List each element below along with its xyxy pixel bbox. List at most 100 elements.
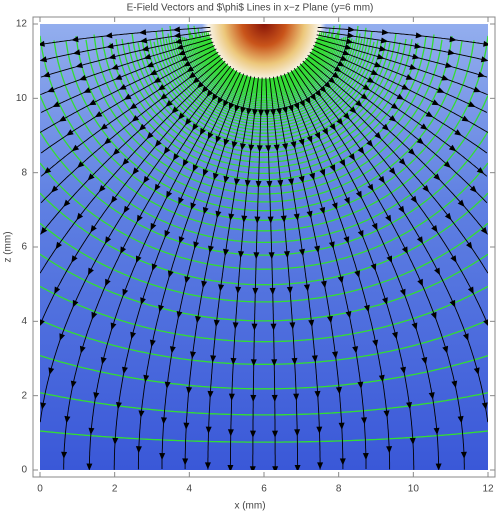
- arrowhead: [246, 107, 252, 116]
- arrowhead: [421, 357, 428, 365]
- arrowhead: [178, 112, 185, 120]
- equipotential-line: [40, 222, 488, 303]
- arrowhead: [223, 138, 230, 147]
- arrowhead: [272, 466, 279, 470]
- arrowhead: [434, 267, 440, 276]
- arrowhead: [314, 390, 321, 399]
- equipotential-line: [141, 39, 387, 145]
- equipotential-line: [197, 37, 331, 92]
- arrowhead: [253, 252, 260, 260]
- equipotential-line: [201, 32, 327, 87]
- arrowhead: [79, 74, 87, 81]
- y-tick-label: 2: [21, 390, 27, 401]
- arrowhead: [132, 167, 140, 175]
- arrowhead: [71, 144, 80, 152]
- arrowhead: [271, 394, 278, 402]
- arrowhead: [230, 357, 237, 365]
- arrowhead: [366, 139, 374, 147]
- arrowhead: [182, 458, 189, 466]
- arrowhead: [173, 32, 181, 39]
- arrowhead: [319, 85, 327, 93]
- equipotential-line: [93, 34, 435, 188]
- streamline: [272, 76, 321, 470]
- arrowhead: [398, 158, 406, 166]
- equipotential-line: [153, 41, 375, 134]
- arrowhead: [234, 178, 240, 186]
- arrowhead: [298, 138, 305, 147]
- arrowhead: [124, 93, 132, 100]
- arrowhead: [449, 299, 456, 308]
- arrowhead: [378, 374, 385, 383]
- arrowhead: [100, 123, 108, 130]
- arrowhead: [104, 137, 112, 145]
- arrowhead: [183, 60, 191, 67]
- arrowhead: [441, 74, 449, 81]
- arrowhead: [228, 393, 235, 401]
- arrowhead: [352, 346, 359, 354]
- arrowhead: [223, 99, 229, 108]
- arrowhead: [238, 251, 245, 259]
- arrowhead: [88, 427, 95, 435]
- arrowhead: [380, 37, 389, 44]
- arrowhead: [401, 84, 409, 90]
- x-tick-label: 6: [261, 484, 267, 495]
- arrowhead: [240, 143, 246, 151]
- arrowhead: [250, 359, 257, 367]
- x-tick-label: 2: [112, 484, 118, 495]
- arrowhead: [105, 236, 112, 244]
- streamline: [207, 76, 256, 470]
- arrowhead: [227, 465, 234, 470]
- arrowhead: [374, 132, 382, 140]
- arrowhead: [320, 280, 327, 289]
- arrowhead: [416, 236, 423, 244]
- equipotential-line: [127, 41, 401, 158]
- arrowhead: [319, 168, 326, 177]
- arrowhead: [408, 148, 416, 156]
- arrowhead: [445, 62, 453, 68]
- arrowhead: [201, 280, 208, 289]
- arrowhead: [378, 175, 385, 184]
- arrowhead: [165, 100, 173, 107]
- arrowhead: [386, 255, 392, 264]
- arrowhead: [205, 426, 212, 434]
- arrowhead: [385, 214, 392, 223]
- arrowhead: [195, 315, 201, 324]
- arrowhead: [277, 179, 284, 188]
- arrowhead: [186, 65, 194, 73]
- arrowhead: [143, 175, 150, 184]
- arrowhead: [431, 225, 438, 233]
- arrowhead: [328, 241, 335, 249]
- arrowhead: [317, 462, 324, 470]
- arrowhead: [174, 38, 183, 45]
- arrowhead: [86, 463, 93, 470]
- arrowhead: [417, 278, 423, 287]
- arrowhead: [160, 93, 168, 100]
- equipotential-line: [40, 392, 488, 416]
- equipotential-line: [205, 31, 323, 83]
- arrowhead: [252, 108, 258, 117]
- arrowhead: [120, 246, 127, 254]
- arrowhead: [136, 255, 142, 264]
- arrowhead: [63, 199, 71, 207]
- arrowhead: [355, 190, 362, 199]
- arrowhead: [178, 197, 184, 205]
- equipotential-line: [40, 95, 488, 244]
- equipotential-line: [115, 38, 413, 169]
- arrowhead: [188, 71, 196, 79]
- arrowhead: [40, 56, 48, 63]
- arrowhead: [293, 102, 300, 110]
- arrowhead: [303, 284, 310, 292]
- arrowhead: [71, 255, 78, 263]
- arrowhead: [110, 322, 117, 331]
- arrowhead: [447, 49, 456, 56]
- arrowhead: [208, 245, 214, 254]
- arrowhead: [293, 213, 300, 221]
- arrowhead: [40, 402, 47, 410]
- arrowhead: [197, 81, 205, 89]
- arrowhead: [399, 288, 406, 297]
- arrowhead: [266, 180, 273, 188]
- arrowhead: [401, 246, 408, 254]
- arrowhead: [218, 284, 225, 292]
- arrowhead: [270, 323, 277, 331]
